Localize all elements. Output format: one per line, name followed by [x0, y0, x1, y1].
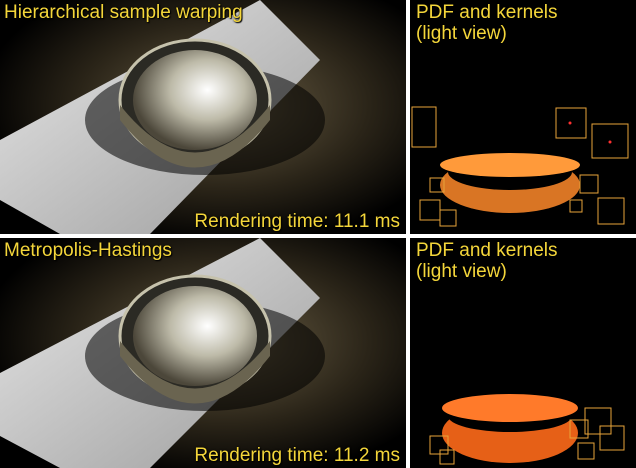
- pdf-title: PDF and kernels (light view): [416, 240, 558, 282]
- pdf-title: PDF and kernels (light view): [416, 2, 558, 44]
- kernel-visualization: [429, 394, 625, 465]
- render-image: [0, 238, 406, 468]
- pdf-panel-top: PDF and kernels (light view): [410, 0, 636, 234]
- method-title: Hierarchical sample warping: [4, 2, 243, 23]
- kernel-visualization: [411, 106, 629, 227]
- method-title: Metropolis-Hastings: [4, 240, 172, 261]
- render-panel-hierarchical: Hierarchical sample warping Rendering ti…: [0, 0, 406, 234]
- rendering-time: Rendering time: 11.1 ms: [194, 211, 400, 232]
- rendering-time: Rendering time: 11.2 ms: [194, 445, 400, 466]
- render-image: [0, 0, 406, 234]
- pdf-panel-bottom: PDF and kernels (light view): [410, 238, 636, 468]
- render-panel-metropolis: Metropolis-Hastings Rendering time: 11.2…: [0, 238, 406, 468]
